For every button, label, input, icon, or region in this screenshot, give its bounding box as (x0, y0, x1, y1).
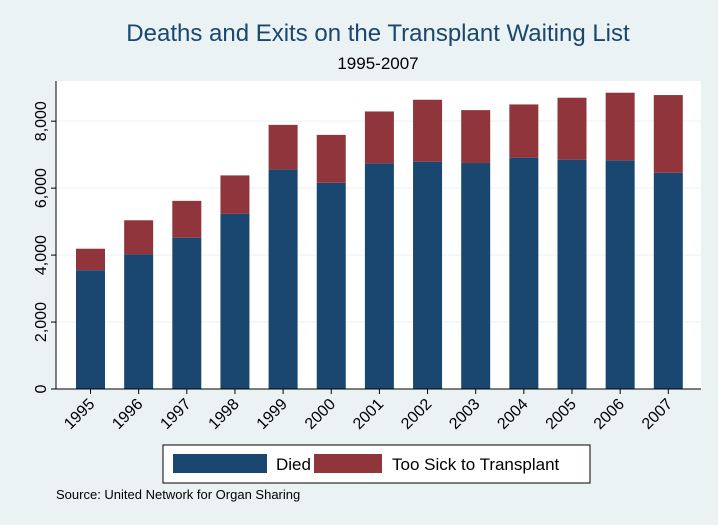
bar-died (605, 160, 635, 389)
x-tick-label: 1997 (157, 396, 194, 433)
x-axis-ticks: 1995 1996 1997 1998 1999 2000 2001 2002 2003 2004… (61, 389, 676, 433)
bar-died (653, 172, 683, 389)
x-tick-label: 2000 (302, 396, 339, 433)
x-tick-label: 2004 (494, 396, 531, 433)
bar-too-sick (76, 248, 105, 271)
x-tick-label: 2002 (398, 396, 435, 433)
bar-too-sick (268, 124, 298, 170)
y-axis-ticks: 0 2,000 4,000 6,000 8,000 (33, 101, 56, 393)
legend: Died Too Sick to Transplant (162, 444, 591, 484)
bar-died (461, 163, 491, 389)
legend-swatch-too-sick (314, 454, 382, 473)
y-tick-label: 6,000 (33, 168, 50, 208)
y-tick-label: 0 (33, 384, 50, 393)
bar-died (509, 157, 539, 389)
bar-too-sick (509, 104, 539, 158)
chart-title: Deaths and Exits on the Transplant Waiti… (126, 20, 630, 47)
bar-died (76, 270, 105, 389)
x-tick-label: 2007 (639, 396, 676, 433)
bar-too-sick (413, 99, 443, 162)
bar-too-sick (124, 220, 154, 255)
y-tick-label: 8,000 (33, 101, 50, 141)
bar-died (172, 237, 202, 389)
bar-died (268, 169, 298, 389)
x-tick-label: 2006 (591, 396, 628, 433)
source-note: Source: United Network for Organ Sharing (56, 487, 300, 502)
x-tick-label: 1998 (206, 396, 243, 433)
y-tick-label: 4,000 (33, 235, 50, 275)
bar-too-sick (364, 111, 394, 164)
bar-too-sick (653, 95, 683, 173)
x-tick-label: 2001 (350, 396, 387, 433)
legend-label-too-sick: Too Sick to Transplant (392, 455, 560, 474)
x-tick-label: 2003 (446, 396, 483, 433)
bar-too-sick (557, 97, 587, 160)
bar-too-sick (461, 110, 491, 164)
bar-too-sick (172, 200, 202, 238)
bars (76, 92, 683, 389)
legend-label-died: Died (276, 455, 311, 474)
bar-too-sick (316, 134, 346, 183)
x-tick-label: 2005 (543, 396, 580, 433)
bar-died (220, 213, 250, 389)
bar-died (316, 182, 346, 389)
x-tick-label: 1996 (109, 396, 146, 433)
y-tick-label: 2,000 (33, 302, 50, 342)
chart-subtitle: 1995-2007 (337, 54, 418, 73)
x-tick-label: 1999 (254, 396, 291, 433)
bar-died (557, 159, 587, 389)
bar-too-sick (605, 92, 635, 161)
x-tick-label: 1995 (61, 396, 98, 433)
bar-died (124, 254, 154, 389)
bar-died (364, 163, 394, 389)
bar-too-sick (220, 175, 250, 214)
bar-died (413, 161, 443, 389)
legend-swatch-died (173, 454, 267, 473)
